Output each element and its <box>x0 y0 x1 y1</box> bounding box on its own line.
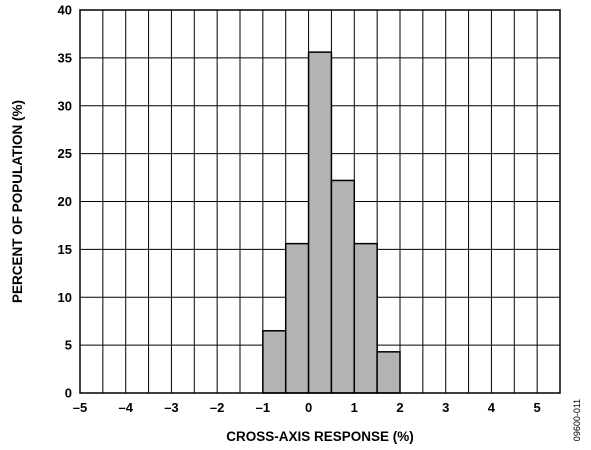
x-tick-label: 5 <box>534 400 541 415</box>
y-tick-label: 20 <box>58 194 72 209</box>
plot-frame <box>79 9 561 394</box>
x-tick-label: 3 <box>442 400 449 415</box>
x-tick-labels: –5 –4 –3 –2 –1 0 1 2 3 4 5 <box>73 400 541 415</box>
x-tick-label: –1 <box>256 400 270 415</box>
x-tick-label: 2 <box>396 400 403 415</box>
y-tick-label: 15 <box>58 242 72 257</box>
histogram-bar <box>353 242 378 394</box>
histogram-bars <box>262 51 401 394</box>
y-tick-label: 25 <box>58 146 72 161</box>
figure-id: 09600-011 <box>572 399 582 441</box>
y-tick-label: 0 <box>65 386 72 401</box>
x-tick-label: 0 <box>305 400 312 415</box>
histogram-bar <box>284 242 310 394</box>
y-tick-label: 35 <box>58 50 72 65</box>
histogram-bar <box>376 351 401 394</box>
x-tick-label: 4 <box>488 400 496 415</box>
histogram-bar <box>262 330 287 394</box>
x-axis-title: CROSS-AXIS RESPONSE (%) <box>226 429 414 444</box>
x-tick-label: –4 <box>118 400 133 415</box>
y-tick-label: 5 <box>65 338 72 353</box>
x-tick-label: –3 <box>164 400 178 415</box>
x-tick-label: –2 <box>210 400 224 415</box>
histogram-bar <box>307 51 333 394</box>
y-tick-label: 10 <box>58 290 72 305</box>
y-tick-label: 30 <box>58 98 72 113</box>
y-tick-labels: 0 5 10 15 20 25 30 35 40 <box>58 3 72 401</box>
x-tick-label: 1 <box>351 400 358 415</box>
y-tick-label: 40 <box>58 3 72 18</box>
y-axis-title: PERCENT OF POPULATION (%) <box>10 100 25 303</box>
x-tick-label: –5 <box>73 400 87 415</box>
histogram-bar <box>330 179 356 394</box>
